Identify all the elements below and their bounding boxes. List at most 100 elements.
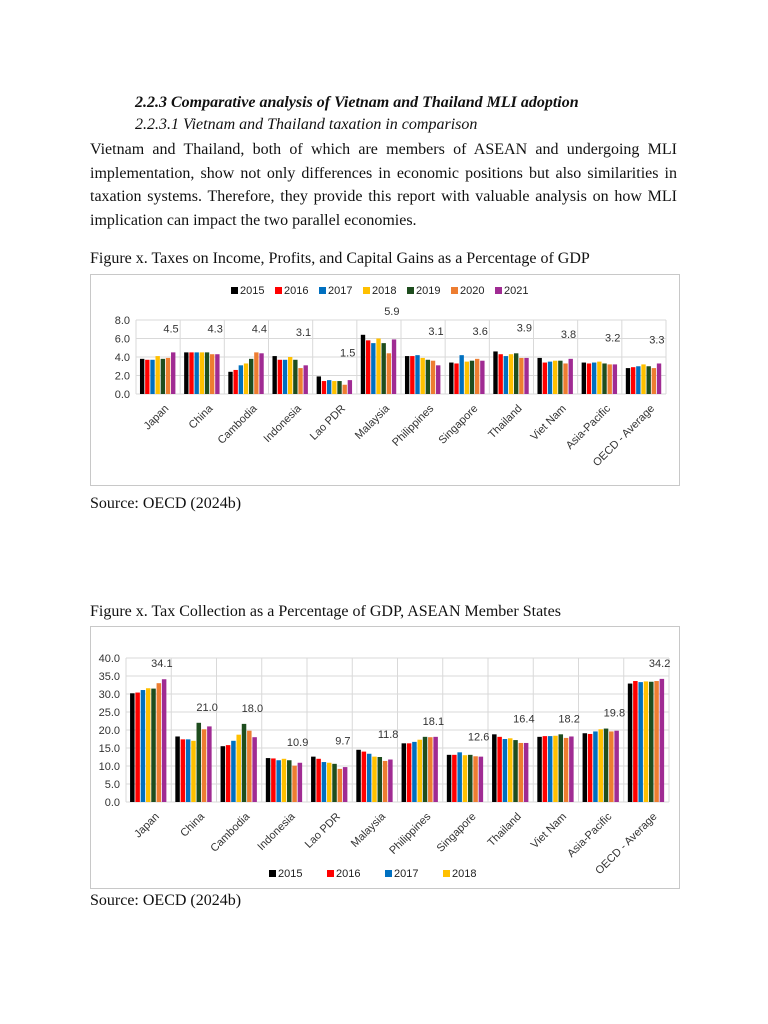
bar — [428, 737, 433, 802]
bar — [641, 364, 646, 394]
bar — [207, 726, 212, 802]
bar — [233, 369, 238, 394]
bar — [175, 736, 180, 802]
bar — [337, 381, 342, 394]
bar — [468, 754, 473, 802]
figure-1-chart: 0.0 2.0 4.0 6.0 8.0 Japan 4.5 China 4.3 Cambodia 4… — [90, 274, 680, 486]
data-label: 19.8 — [604, 708, 625, 720]
bar — [342, 384, 347, 394]
bar — [326, 762, 332, 802]
bar — [507, 738, 513, 802]
data-label: 10.9 — [287, 737, 308, 749]
bar — [656, 363, 662, 394]
legend-swatch — [443, 870, 450, 877]
bar — [537, 357, 542, 394]
x-tick-label: Malaysia — [349, 810, 389, 850]
bar — [542, 362, 548, 394]
data-label: 3.2 — [605, 333, 620, 345]
data-label: 3.8 — [561, 329, 576, 341]
figure-1-caption: Figure x. Taxes on Income, Profits, and … — [90, 250, 590, 267]
bar — [145, 688, 151, 802]
legend-label: 2017 — [328, 285, 352, 297]
bar — [552, 360, 558, 394]
bar — [277, 359, 283, 394]
bar — [185, 739, 191, 802]
bar — [401, 743, 407, 802]
x-tick-label: Thailand — [486, 403, 524, 441]
data-label: 3.6 — [473, 326, 488, 338]
y-tick-label: 8.0 — [115, 315, 130, 327]
bar — [422, 736, 428, 802]
data-label: 34.1 — [151, 658, 172, 670]
bar — [210, 354, 215, 394]
bar — [659, 678, 665, 802]
bar — [297, 762, 303, 802]
bar — [568, 358, 573, 394]
legend-swatch — [407, 287, 414, 294]
bar — [433, 736, 438, 802]
bar — [597, 361, 602, 394]
y-tick-label: 30.0 — [99, 689, 120, 701]
bar — [508, 354, 514, 394]
legend-label: 2015 — [240, 285, 264, 297]
bar — [361, 751, 367, 802]
bar — [547, 361, 553, 394]
bar — [165, 357, 171, 394]
legend-label: 2018 — [452, 868, 476, 880]
data-label: 16.4 — [513, 713, 534, 725]
x-tick-label: Lao PDR — [308, 403, 348, 443]
bar — [523, 742, 529, 802]
bar — [607, 364, 612, 394]
bar — [201, 729, 207, 802]
y-tick-label: 4.0 — [115, 352, 130, 364]
bar — [332, 381, 337, 394]
bar — [457, 752, 462, 802]
bar — [139, 358, 145, 394]
x-tick-label: Indonesia — [262, 402, 305, 445]
legend-label: 2016 — [336, 868, 360, 880]
bar — [563, 737, 569, 802]
data-label: 34.2 — [649, 658, 670, 670]
bar — [356, 749, 361, 802]
bar — [161, 679, 167, 802]
bar — [609, 731, 614, 802]
bar — [524, 357, 529, 394]
bar — [582, 733, 588, 802]
x-tick-label: Asia-Pacific — [565, 810, 614, 859]
legend-swatch — [319, 287, 326, 294]
bar — [593, 731, 598, 802]
bar — [145, 359, 150, 394]
x-tick-label: Thailand — [486, 811, 524, 849]
bar — [636, 366, 641, 394]
bar — [199, 352, 205, 394]
bar — [236, 734, 241, 802]
bar — [502, 739, 508, 802]
y-tick-label: 10.0 — [99, 761, 120, 773]
bar — [293, 359, 298, 394]
bar — [249, 358, 254, 394]
bar — [311, 756, 316, 802]
bar — [503, 356, 509, 394]
bar — [587, 733, 593, 802]
bar — [602, 363, 607, 394]
bar — [542, 736, 548, 802]
bar — [215, 354, 220, 394]
x-tick-label: Singapore — [437, 403, 481, 447]
figure-2-chart: 0.0 5.0 10.0 15.0 20.0 25.0 30.0 35.0 40.0 Japan 3… — [90, 626, 680, 889]
bar — [603, 728, 609, 802]
x-tick-label: Viet Nam — [528, 403, 568, 443]
section-subheading: 2.2.3.1 Vietnam and Thailand taxation in… — [135, 116, 478, 133]
bar — [247, 730, 252, 802]
bar — [220, 746, 226, 802]
bar — [303, 365, 308, 394]
bar — [377, 757, 383, 802]
x-tick-label: Japan — [132, 811, 162, 841]
x-tick-label: Singapore — [435, 811, 479, 855]
data-label: 3.1 — [296, 327, 311, 339]
legend-swatch — [385, 870, 392, 877]
bar — [449, 362, 454, 394]
bar — [365, 340, 371, 394]
legend-label: 2015 — [278, 868, 302, 880]
y-tick-label: 20.0 — [99, 725, 120, 737]
bar — [180, 739, 186, 802]
